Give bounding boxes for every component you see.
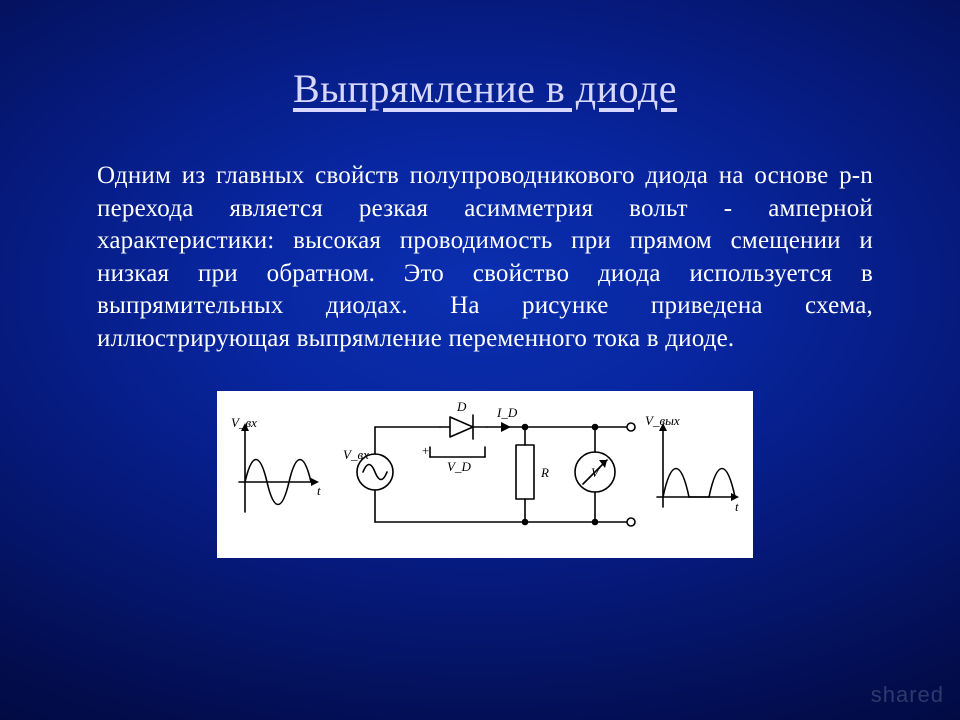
diode-voltage-label: V_D [447, 459, 471, 474]
resistor-label: R [540, 465, 549, 480]
output-waveform: V_вых t [645, 413, 739, 514]
slide: Выпрямление в диоде Одним из главных сво… [0, 0, 960, 720]
slide-title-text: Выпрямление в диоде [293, 66, 677, 111]
circuit-svg: V_вх t V_вх [225, 397, 745, 547]
input-wave-ylabel: V_вх [231, 415, 257, 430]
diode-current-label: I_D [496, 405, 518, 420]
input-waveform: V_вх t [231, 415, 321, 512]
diode-label: D [456, 399, 467, 414]
svg-text:+: + [421, 443, 430, 458]
output-wave-ylabel: V_вых [645, 413, 680, 428]
watermark: shared [871, 682, 944, 708]
output-wave-xlabel: t [735, 499, 739, 514]
slide-title: Выпрямление в диоде [95, 65, 875, 112]
source-label: V_вх [343, 447, 369, 462]
input-wave-xlabel: t [317, 483, 321, 498]
rectifier-circuit-diagram: V_вх t V_вх [217, 391, 753, 558]
figure-container: V_вх t V_вх [95, 391, 875, 558]
slide-body-text: Одним из главных свойств полупроводников… [95, 160, 875, 355]
circuit: V_вх D [343, 399, 635, 526]
diode-symbol [440, 415, 487, 439]
